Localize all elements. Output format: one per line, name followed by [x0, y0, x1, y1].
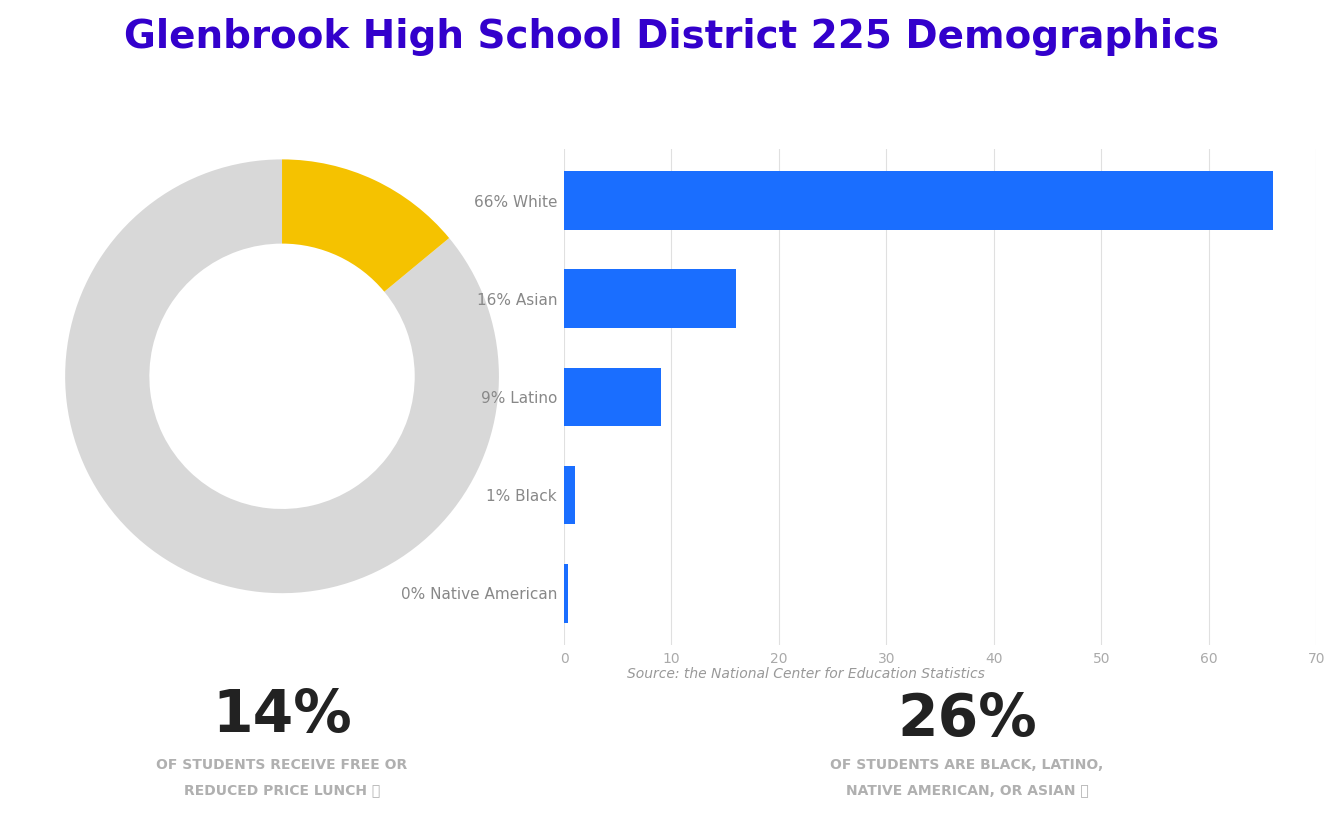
Text: 14%: 14% — [212, 687, 352, 743]
Text: 26%: 26% — [897, 691, 1037, 748]
Bar — [564, 466, 575, 524]
Text: NATIVE AMERICAN, OR ASIAN ⓘ: NATIVE AMERICAN, OR ASIAN ⓘ — [846, 783, 1088, 796]
Bar — [564, 367, 661, 427]
Text: Glenbrook High School District 225 Demographics: Glenbrook High School District 225 Demog… — [124, 18, 1219, 56]
Wedge shape — [282, 160, 449, 292]
Text: REDUCED PRICE LUNCH ⓘ: REDUCED PRICE LUNCH ⓘ — [184, 783, 380, 796]
Bar — [564, 171, 1273, 230]
Wedge shape — [66, 160, 498, 593]
Text: OF STUDENTS RECEIVE FREE OR: OF STUDENTS RECEIVE FREE OR — [156, 758, 408, 772]
Bar — [564, 270, 736, 328]
Text: OF STUDENTS ARE BLACK, LATINO,: OF STUDENTS ARE BLACK, LATINO, — [830, 758, 1104, 772]
Bar — [564, 564, 568, 623]
Text: Source: the National Center for Education Statistics: Source: the National Center for Educatio… — [627, 667, 984, 681]
